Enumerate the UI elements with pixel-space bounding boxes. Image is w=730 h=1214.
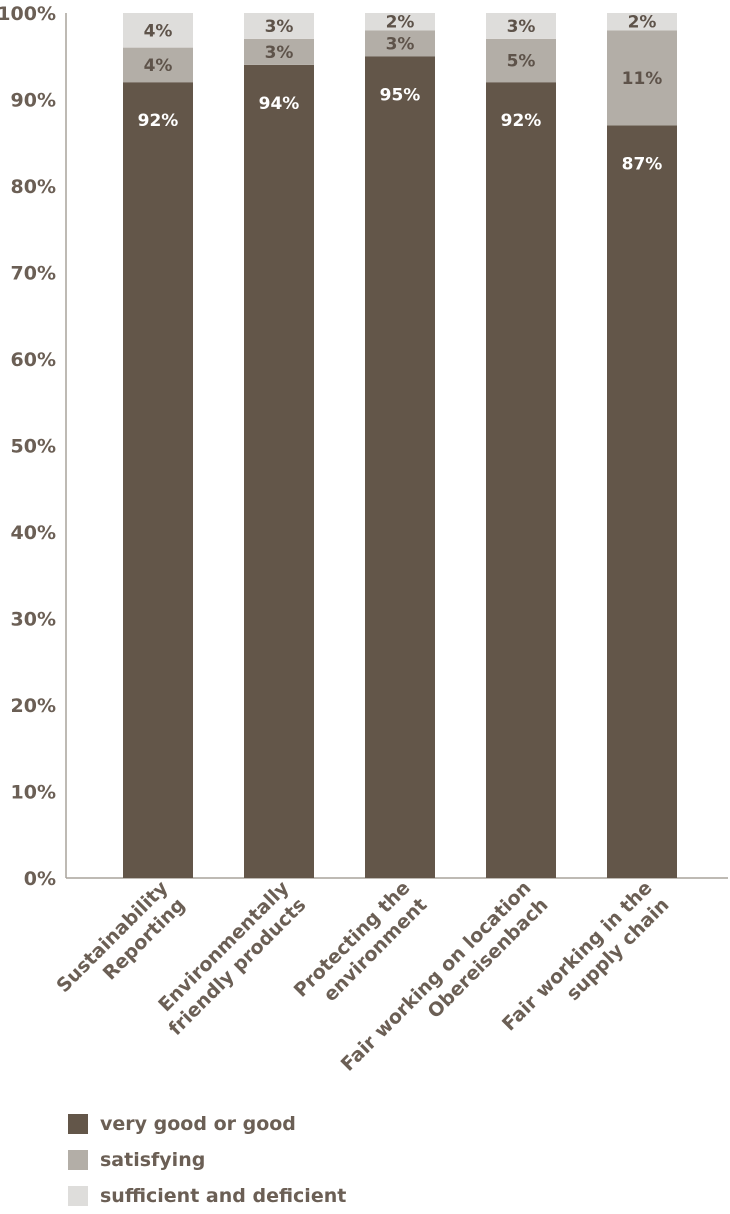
data-label: 4% — [144, 56, 173, 76]
legend-swatch-satisfying — [68, 1150, 88, 1170]
legend: very good or good satisfying sufficient … — [68, 1106, 346, 1214]
legend-item-very-good: very good or good — [68, 1106, 346, 1142]
data-label: 95% — [380, 85, 421, 105]
bar-segment — [365, 30, 435, 57]
data-label: 4% — [144, 21, 173, 41]
legend-swatch-very-good — [68, 1114, 88, 1134]
bar-segment — [244, 38, 314, 65]
bar-segment — [244, 13, 314, 39]
legend-item-satisfying: satisfying — [68, 1142, 346, 1178]
bar-segment — [607, 13, 677, 31]
data-label: 92% — [138, 111, 179, 131]
data-label: 3% — [265, 17, 294, 37]
x-tick-label: friendly products — [164, 894, 310, 1040]
data-label: 94% — [259, 94, 300, 114]
bar-segment — [244, 64, 314, 878]
y-tick-label: 80% — [11, 176, 56, 198]
data-label: 3% — [265, 43, 294, 63]
bar-segment — [486, 82, 556, 878]
y-tick-label: 100% — [0, 3, 56, 25]
data-label: 5% — [507, 52, 536, 72]
data-label: 3% — [507, 17, 536, 37]
y-tick-label: 70% — [11, 263, 56, 285]
y-tick-label: 10% — [11, 782, 56, 804]
legend-swatch-sufficient — [68, 1186, 88, 1206]
y-tick-label: 90% — [11, 90, 56, 112]
bar-segment — [365, 56, 435, 878]
y-tick-label: 0% — [24, 868, 56, 890]
legend-label-satisfying: satisfying — [100, 1149, 206, 1171]
data-label: 87% — [622, 154, 663, 174]
data-label: 2% — [386, 13, 415, 33]
y-tick-label: 40% — [11, 522, 56, 544]
y-tick-label: 50% — [11, 436, 56, 458]
x-tick-label: Fair working on location — [337, 877, 536, 1076]
bar-segment — [123, 13, 193, 48]
data-label: 92% — [501, 111, 542, 131]
bar-segment — [123, 47, 193, 83]
legend-label-very-good: very good or good — [100, 1113, 296, 1135]
bar-segment — [123, 82, 193, 878]
bar-segment — [365, 13, 435, 31]
y-tick-label: 30% — [11, 609, 56, 631]
data-label: 11% — [622, 69, 663, 89]
y-tick-label: 60% — [11, 349, 56, 371]
legend-item-sufficient: sufficient and deficient — [68, 1178, 346, 1214]
data-label: 2% — [628, 13, 657, 33]
data-label: 3% — [386, 34, 415, 54]
bar-segment — [607, 125, 677, 878]
bar-segment — [607, 30, 677, 126]
bar-segment — [486, 13, 556, 39]
y-tick-label: 20% — [11, 695, 56, 717]
bar-segment — [486, 38, 556, 83]
legend-label-sufficient: sufficient and deficient — [100, 1185, 347, 1207]
